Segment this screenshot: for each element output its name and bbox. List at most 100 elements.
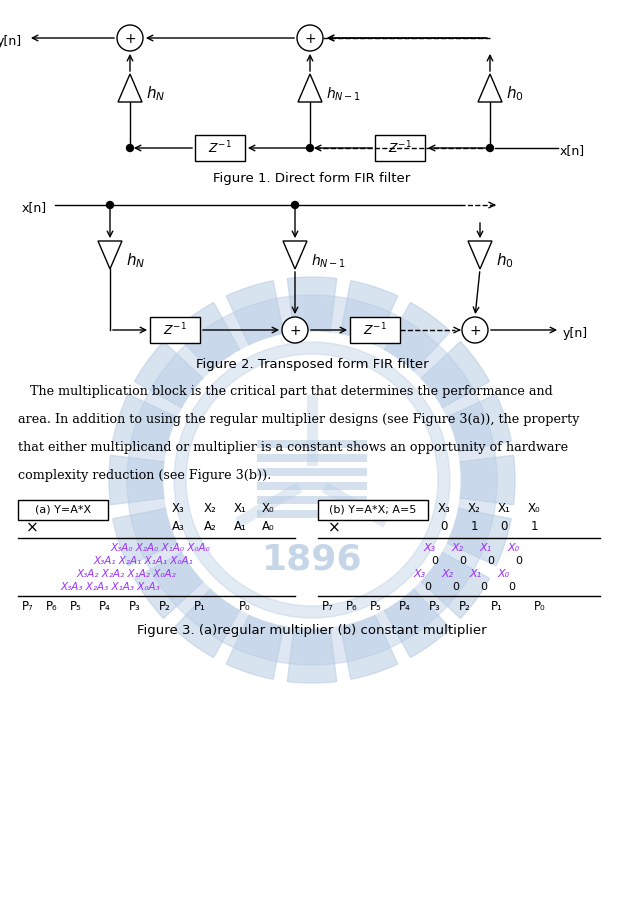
Text: X₃: X₃ (424, 543, 436, 553)
Text: 0: 0 (487, 556, 494, 566)
Polygon shape (298, 74, 322, 102)
Text: P₀: P₀ (534, 600, 546, 613)
Text: $h_0$: $h_0$ (506, 84, 524, 104)
Text: 0: 0 (500, 520, 508, 533)
Text: x[n]: x[n] (22, 202, 47, 215)
Text: P₆: P₆ (346, 600, 358, 613)
Text: P₅: P₅ (370, 600, 382, 613)
Text: 0: 0 (424, 582, 432, 592)
Text: 1: 1 (470, 520, 478, 533)
Bar (375, 135, 425, 161)
Wedge shape (227, 480, 312, 679)
Text: X₂: X₂ (452, 543, 464, 553)
Wedge shape (113, 394, 312, 480)
Wedge shape (113, 480, 312, 566)
Bar (257, 496, 367, 504)
Text: $Z^{-1}$: $Z^{-1}$ (388, 139, 412, 156)
Text: 0: 0 (509, 582, 515, 592)
Wedge shape (312, 455, 515, 504)
Wedge shape (127, 295, 497, 665)
Bar (195, 135, 245, 161)
Wedge shape (312, 281, 397, 480)
Text: X₃: X₃ (414, 569, 426, 579)
Text: X₀: X₀ (498, 569, 510, 579)
Bar (257, 510, 367, 518)
Text: P₀: P₀ (239, 600, 251, 613)
Wedge shape (134, 480, 312, 618)
Text: P₅: P₅ (70, 600, 82, 613)
Text: 0: 0 (459, 556, 467, 566)
Text: Figure 1. Direct form FIR filter: Figure 1. Direct form FIR filter (213, 172, 411, 185)
Circle shape (297, 25, 323, 51)
Circle shape (117, 25, 143, 51)
Circle shape (107, 202, 114, 208)
Polygon shape (283, 241, 307, 269)
Wedge shape (109, 455, 312, 504)
Text: +: + (469, 324, 481, 338)
Text: A₂: A₂ (203, 520, 217, 533)
Wedge shape (287, 277, 337, 480)
Bar (350, 317, 400, 343)
Wedge shape (312, 480, 490, 618)
Wedge shape (287, 480, 337, 683)
Bar (257, 482, 367, 490)
Text: 0: 0 (452, 582, 459, 592)
Text: The multiplication block is the critical part that determines the performance an: The multiplication block is the critical… (18, 385, 553, 398)
Bar (257, 454, 367, 462)
Text: P₃: P₃ (429, 600, 441, 613)
Text: P₇: P₇ (322, 600, 334, 613)
Text: (a) Y=A*X: (a) Y=A*X (35, 505, 91, 515)
Text: $h_{N-1}$: $h_{N-1}$ (326, 85, 361, 103)
Polygon shape (468, 241, 492, 269)
Text: $Z^{-1}$: $Z^{-1}$ (363, 322, 387, 338)
Text: $h_0$: $h_0$ (496, 251, 514, 271)
Text: that either multiplicand or multiplier is a constant shows an opportunity of har: that either multiplicand or multiplier i… (18, 441, 568, 454)
Wedge shape (134, 341, 312, 480)
Text: X₂: X₂ (442, 569, 454, 579)
Wedge shape (227, 281, 312, 480)
Text: P₂: P₂ (159, 600, 171, 613)
Text: 0: 0 (480, 582, 487, 592)
Bar (150, 317, 200, 343)
Text: $Z^{-1}$: $Z^{-1}$ (163, 322, 187, 338)
Text: ×: × (328, 520, 340, 535)
Text: P₇: P₇ (22, 600, 34, 613)
Text: X₁: X₁ (470, 569, 482, 579)
Text: ×: × (26, 520, 38, 535)
Text: A₃: A₃ (172, 520, 184, 533)
Bar (318, 500, 428, 520)
Text: X₀: X₀ (528, 502, 540, 515)
Text: $Z^{-1}$: $Z^{-1}$ (208, 139, 232, 156)
Text: X₃: X₃ (172, 502, 184, 515)
Circle shape (127, 145, 134, 151)
Polygon shape (98, 241, 122, 269)
Text: (b) Y=A*X; A=5: (b) Y=A*X; A=5 (329, 505, 417, 515)
Text: X₁: X₁ (480, 543, 492, 553)
Text: P₁: P₁ (491, 600, 503, 613)
Text: 0: 0 (441, 520, 447, 533)
Wedge shape (312, 480, 451, 657)
Text: +: + (289, 324, 301, 338)
Text: A₀: A₀ (261, 520, 275, 533)
Text: X₃: X₃ (437, 502, 451, 515)
Bar (18, 500, 108, 520)
Text: P₆: P₆ (46, 600, 58, 613)
Text: X₃A₃ X₂A₃ X₁A₃ X₀A₃: X₃A₃ X₂A₃ X₁A₃ X₀A₃ (60, 582, 160, 592)
Text: P₁: P₁ (194, 600, 206, 613)
Text: X₂: X₂ (467, 502, 480, 515)
Text: X₃A₂ X₂A₂ X₁A₂ X₀A₂: X₃A₂ X₂A₂ X₁A₂ X₀A₂ (76, 569, 176, 579)
Text: X₀: X₀ (508, 543, 520, 553)
Polygon shape (478, 74, 502, 102)
Text: P₄: P₄ (99, 600, 111, 613)
Text: x[n]: x[n] (560, 145, 585, 158)
Text: X₀: X₀ (261, 502, 275, 515)
Wedge shape (312, 480, 397, 679)
Bar (257, 468, 367, 476)
Wedge shape (173, 480, 312, 657)
Text: 1: 1 (530, 520, 538, 533)
Text: $h_{N-1}$: $h_{N-1}$ (311, 252, 346, 270)
Text: +: + (304, 32, 316, 46)
Text: $h_N$: $h_N$ (126, 251, 145, 271)
Wedge shape (173, 303, 312, 480)
Text: y[n]: y[n] (0, 35, 22, 48)
